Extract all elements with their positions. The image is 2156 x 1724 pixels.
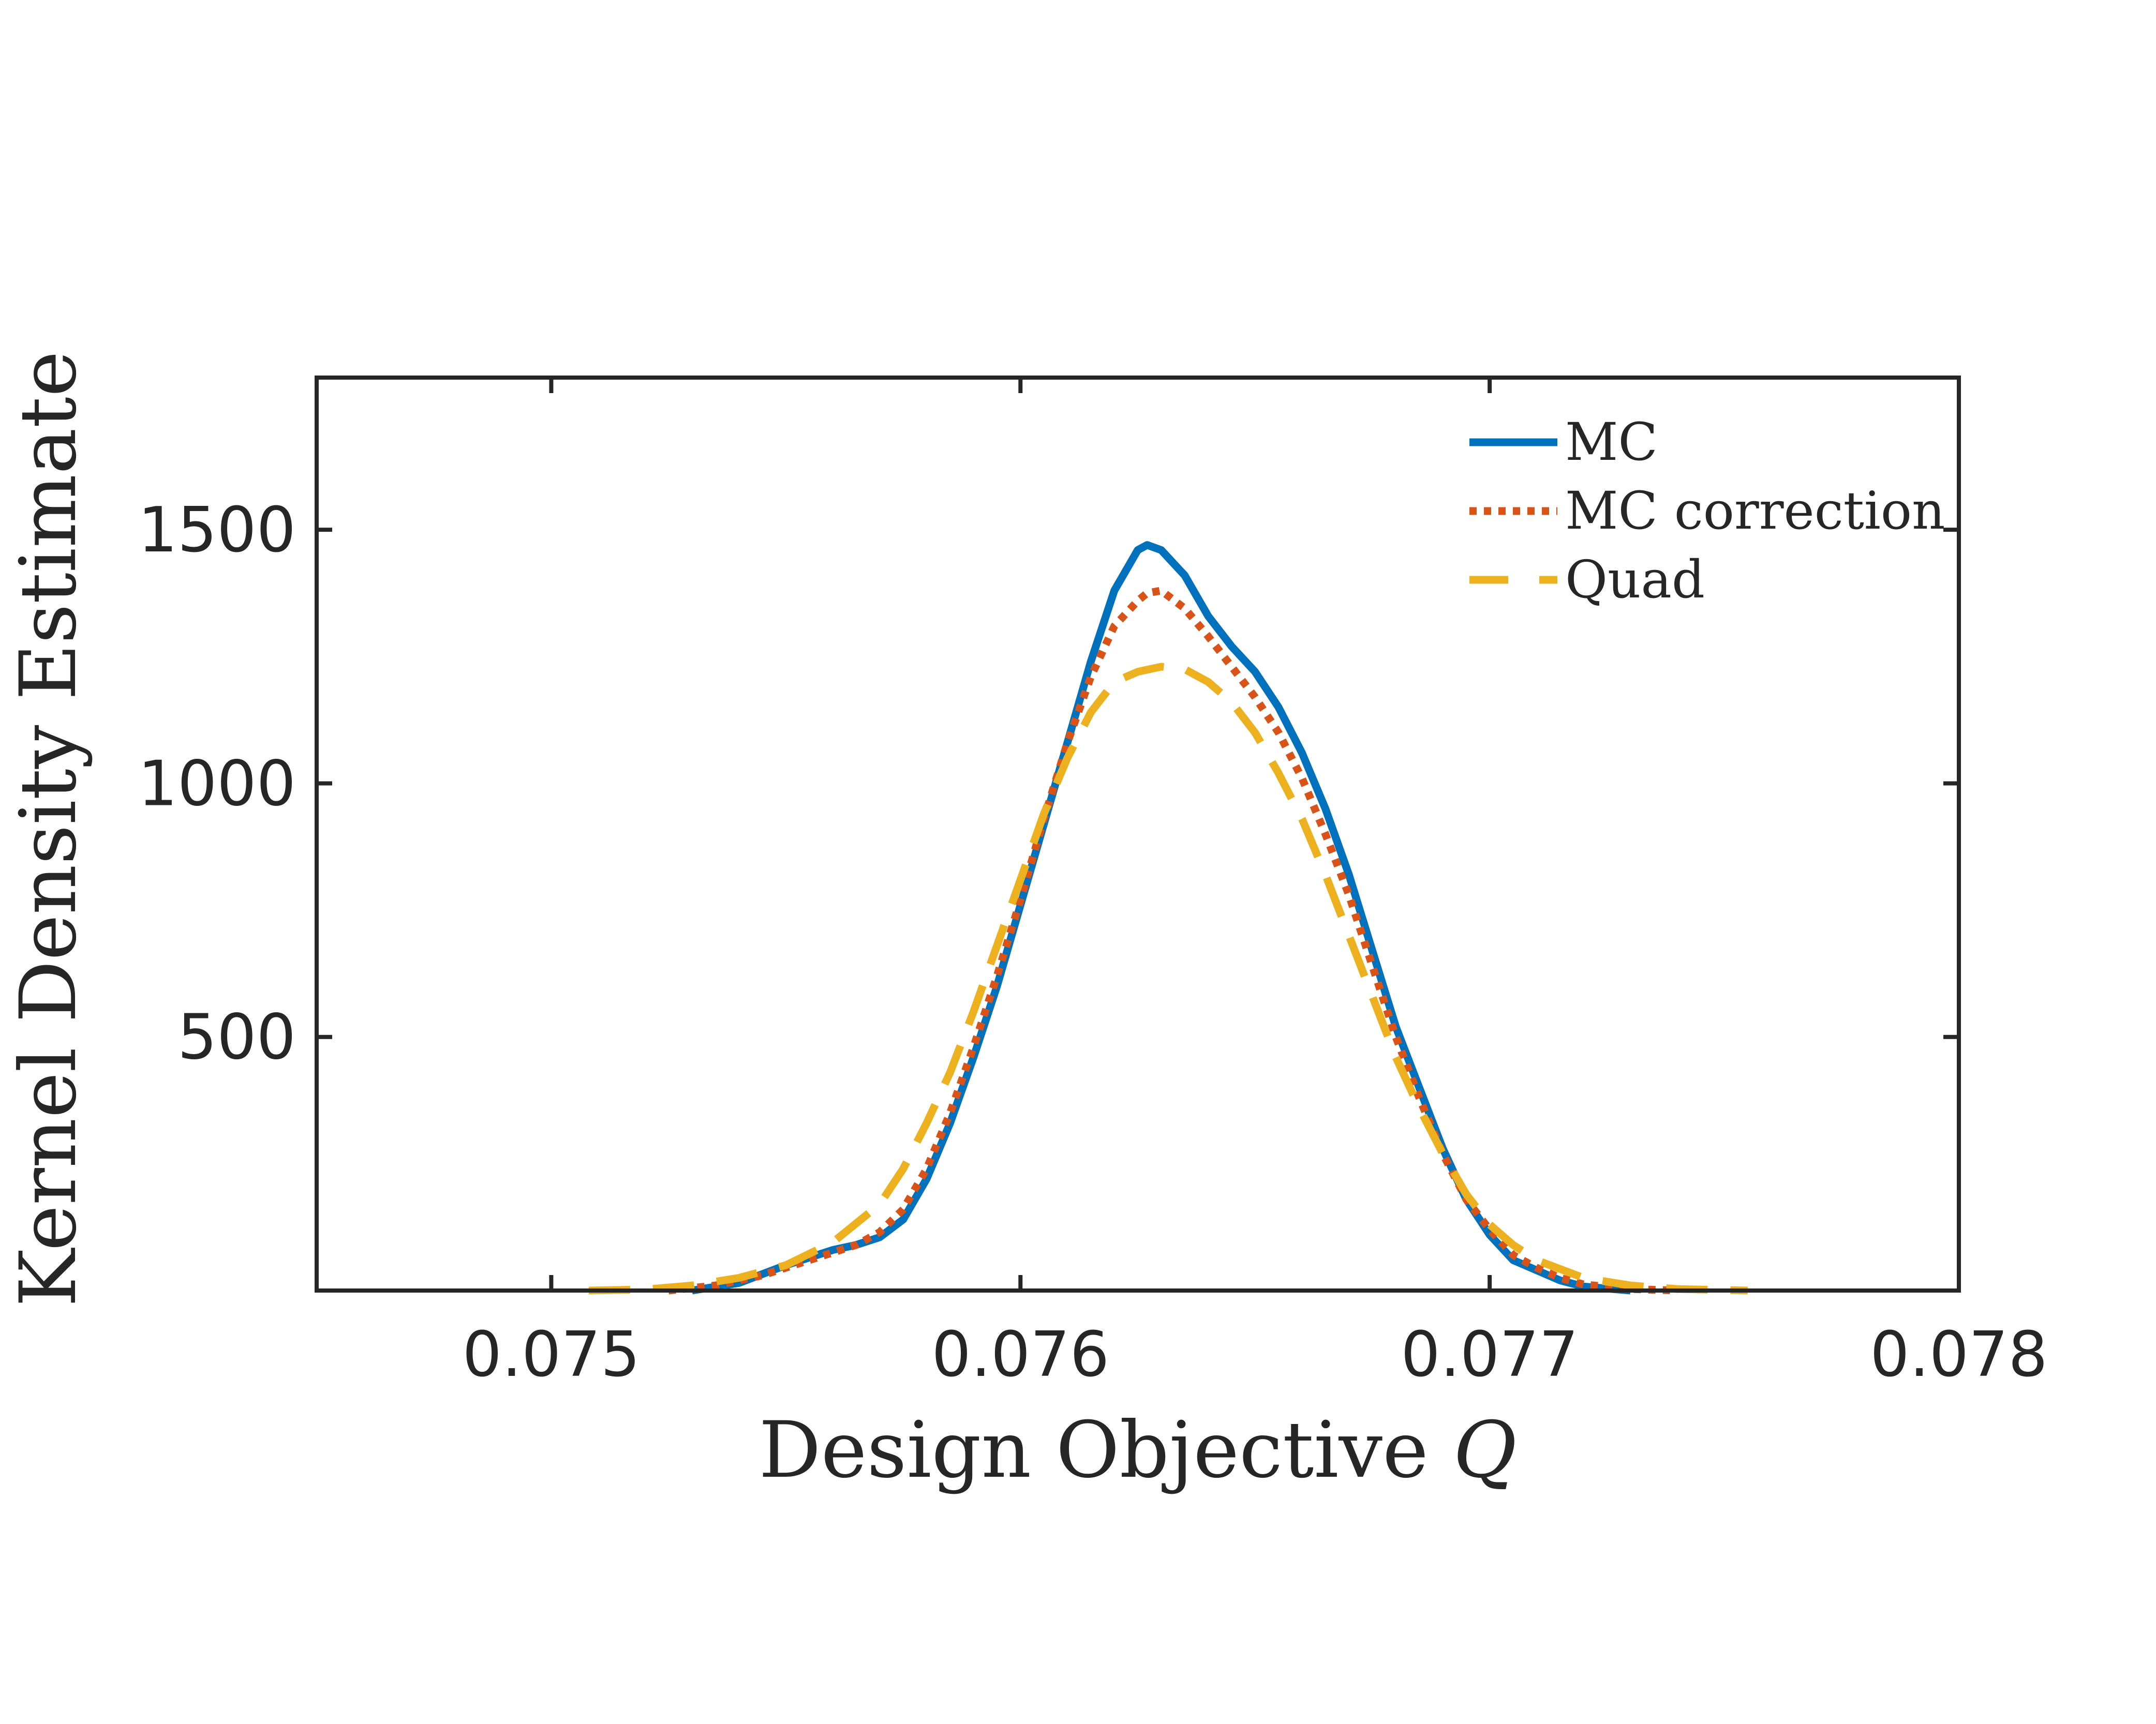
legend: MC MC correction Quad: [1469, 412, 1945, 610]
x-axis-title: Design Objective Q: [759, 1405, 1516, 1495]
x-axis-title-variable: Q: [1453, 1405, 1517, 1495]
legend-label: MC correction: [1565, 481, 1945, 541]
x-tick-label: 0.078: [1870, 1319, 2048, 1391]
series-curves: [588, 541, 1748, 1295]
legend-label: Quad: [1565, 549, 1705, 610]
y-tick-label: 500: [177, 1002, 296, 1074]
legend-label: MC: [1565, 412, 1658, 472]
x-axis-title-text: Design Objective: [759, 1405, 1428, 1495]
axis-ticks: [317, 378, 1961, 1291]
series-line-quad: [588, 663, 1748, 1295]
x-tick-label: 0.076: [932, 1319, 1110, 1391]
x-tick-label: 0.075: [463, 1319, 641, 1391]
y-axis-title: Kernel Density Estimate: [4, 351, 94, 1307]
y-tick-label: 1500: [138, 494, 296, 566]
y-tick-label: 1000: [138, 748, 296, 820]
plot-area-frame: [315, 376, 1961, 1293]
axis-tick-labels: 0.075 0.076 0.077 0.078 500 1000 1500: [138, 494, 2048, 1391]
x-tick-label: 0.077: [1401, 1319, 1579, 1391]
